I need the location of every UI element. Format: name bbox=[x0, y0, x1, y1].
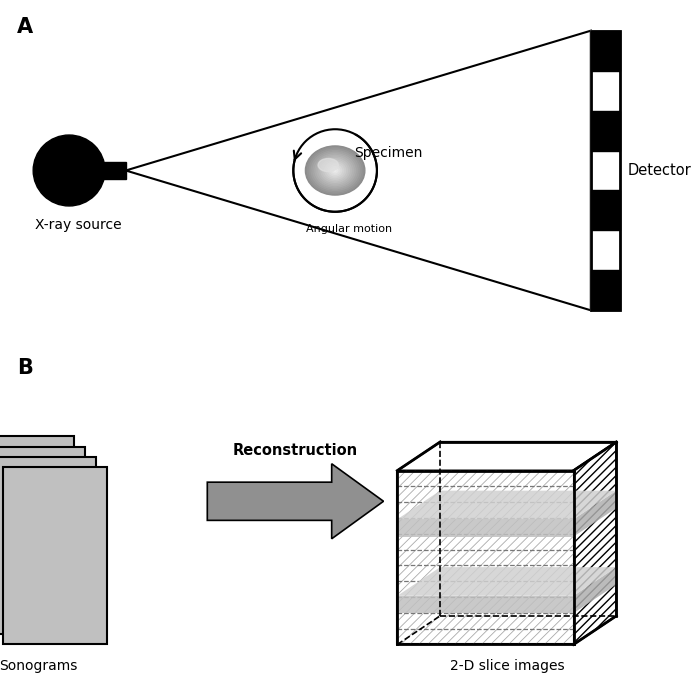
Text: Specimen: Specimen bbox=[354, 146, 423, 160]
Bar bbox=[591, 31, 620, 310]
Ellipse shape bbox=[325, 162, 346, 179]
Text: Angular motion: Angular motion bbox=[306, 224, 392, 234]
Ellipse shape bbox=[311, 151, 359, 190]
Circle shape bbox=[33, 135, 105, 206]
Ellipse shape bbox=[305, 146, 365, 195]
Bar bbox=[591, 270, 620, 310]
Polygon shape bbox=[397, 596, 574, 613]
Ellipse shape bbox=[313, 152, 357, 189]
Ellipse shape bbox=[318, 158, 339, 172]
Text: Sonograms: Sonograms bbox=[0, 659, 78, 674]
Polygon shape bbox=[397, 442, 616, 471]
Polygon shape bbox=[207, 464, 384, 539]
Ellipse shape bbox=[315, 154, 355, 187]
Text: 2-D slice images: 2-D slice images bbox=[450, 659, 564, 674]
Text: Reconstruction: Reconstruction bbox=[233, 443, 358, 458]
Text: X-ray source: X-ray source bbox=[35, 218, 121, 233]
Ellipse shape bbox=[332, 168, 338, 173]
Ellipse shape bbox=[330, 166, 340, 175]
Bar bbox=[591, 31, 620, 71]
Polygon shape bbox=[574, 490, 616, 537]
Bar bbox=[0, 436, 74, 614]
Bar bbox=[0, 457, 96, 634]
Ellipse shape bbox=[329, 165, 341, 176]
Polygon shape bbox=[397, 471, 574, 644]
Polygon shape bbox=[397, 519, 574, 537]
Text: Detector: Detector bbox=[628, 163, 691, 178]
Polygon shape bbox=[397, 490, 616, 519]
Ellipse shape bbox=[323, 160, 348, 181]
Bar bbox=[591, 190, 620, 231]
Bar bbox=[591, 110, 620, 151]
Polygon shape bbox=[574, 442, 616, 644]
Bar bbox=[102, 162, 126, 179]
Ellipse shape bbox=[327, 164, 343, 177]
Text: B: B bbox=[17, 358, 33, 378]
Bar bbox=[3, 467, 107, 644]
Text: A: A bbox=[17, 17, 33, 37]
Ellipse shape bbox=[317, 155, 353, 186]
Polygon shape bbox=[574, 567, 616, 613]
Ellipse shape bbox=[319, 157, 351, 184]
Ellipse shape bbox=[334, 170, 336, 171]
Bar bbox=[591, 31, 620, 310]
Bar bbox=[0, 447, 85, 624]
Ellipse shape bbox=[321, 159, 350, 182]
Ellipse shape bbox=[310, 149, 361, 192]
Ellipse shape bbox=[307, 147, 363, 194]
Polygon shape bbox=[397, 567, 616, 596]
